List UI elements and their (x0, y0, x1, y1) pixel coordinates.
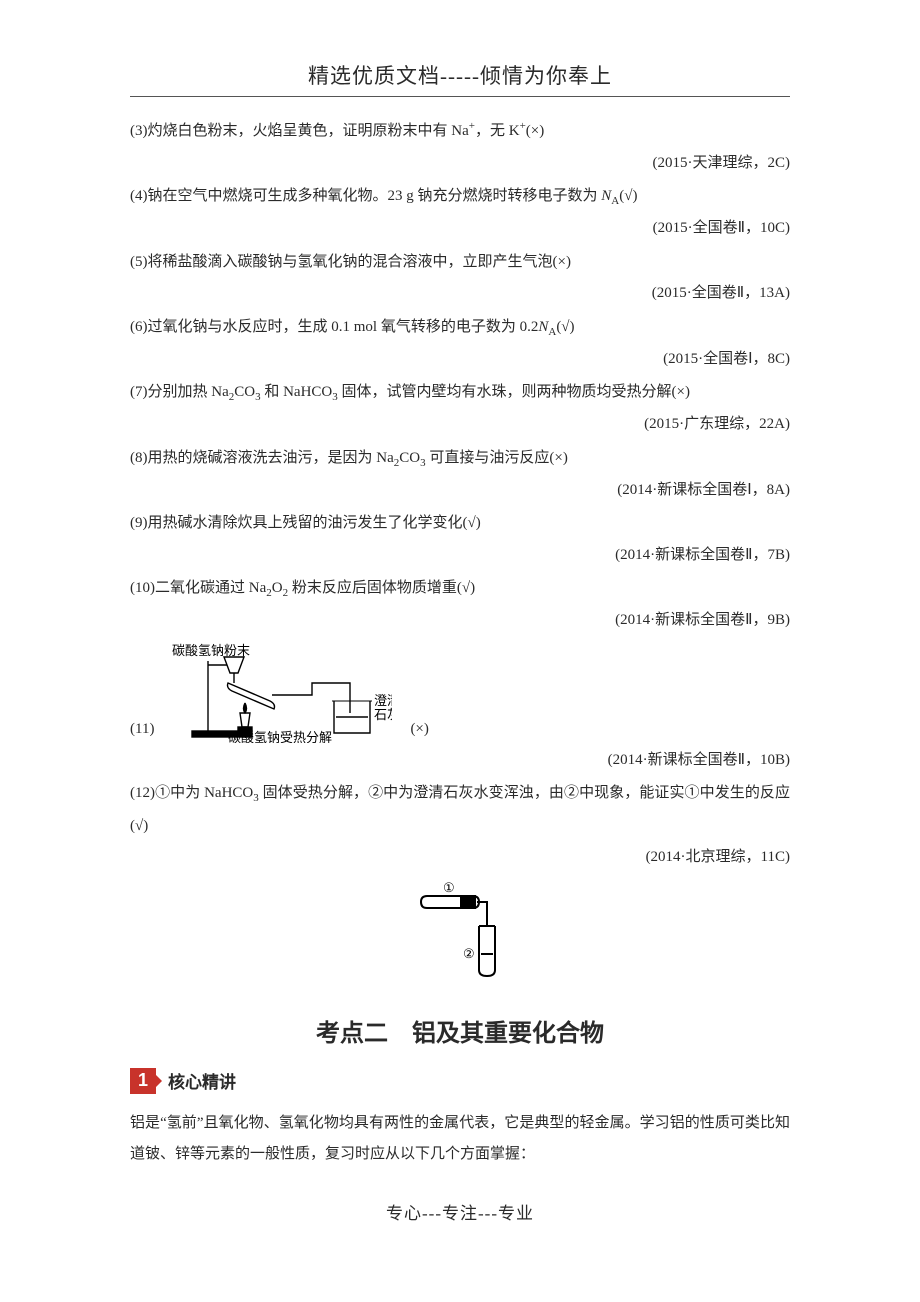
item-12-figure: ① ② (130, 882, 790, 987)
item-10: (10)二氧化碳通过 Na2O2 粉末反应后固体物质增重(√) (130, 573, 790, 605)
apparatus-figure-icon: 碳酸氢钠粉末 澄清 石灰水 碳酸氢钠受热分解 (162, 643, 392, 743)
item-3: (3)灼烧白色粉末，火焰呈黄色，证明原粉末中有 Na+，无 K+(×) (130, 115, 790, 148)
item-num: (8) (130, 450, 148, 466)
item-num: (4) (130, 188, 148, 204)
page: 精选优质文档-----倾情为你奉上 (3)灼烧白色粉末，火焰呈黄色，证明原粉末中… (0, 0, 920, 1302)
fig-label-limewater-2: 石灰水 (374, 707, 392, 722)
item-4-source: (2015·全国卷Ⅱ，10C) (130, 213, 790, 245)
badge-number-icon: 1 (130, 1068, 156, 1094)
badge-label: 核心精讲 (168, 1068, 236, 1093)
item-num: (9) (130, 515, 148, 531)
fig-label-limewater-1: 澄清 (374, 693, 392, 708)
item-11-source: (2014·新课标全国卷Ⅱ，10B) (130, 745, 790, 777)
item-12: (12)①中为 NaHCO3 固体受热分解，②中为澄清石灰水变浑浊，由②中现象，… (130, 778, 790, 842)
item-mark: (×) (553, 254, 571, 270)
item-4: (4)钠在空气中燃烧可生成多种氧化物。23 g 钠充分燃烧时转移电子数为 NA(… (130, 181, 790, 213)
item-mark: (×) (672, 384, 690, 400)
item-11: (11) (130, 643, 790, 743)
item-num: (3) (130, 123, 148, 139)
item-text: 钠在空气中燃烧可生成多种氧化物。23 g 钠充分燃烧时转移电子数为 NA (148, 188, 620, 204)
item-num: (5) (130, 254, 148, 270)
item-text: ①中为 NaHCO3 固体受热分解，②中为澄清石灰水变浑浊，由②中现象，能证实①… (155, 785, 790, 801)
item-num: (12) (130, 785, 155, 801)
section-2-title: 考点二 铝及其重要化合物 (130, 1013, 790, 1048)
fig-label-1: ① (443, 882, 455, 895)
item-mark: (×) (549, 450, 567, 466)
page-footer: 专心---专注---专业 (130, 1199, 790, 1224)
item-8-source: (2014·新课标全国卷Ⅰ，8A) (130, 475, 790, 507)
item-text: 二氧化碳通过 Na2O2 粉末反应后固体物质增重 (155, 580, 457, 596)
item-mark: (√) (619, 188, 637, 204)
item-num: (10) (130, 580, 155, 596)
item-mark: (√) (556, 319, 574, 335)
page-header: 精选优质文档-----倾情为你奉上 (130, 60, 790, 97)
item-9: (9)用热碱水清除炊具上残留的油污发生了化学变化(√) (130, 508, 790, 540)
item-mark: (√) (457, 580, 475, 596)
fig-caption: 碳酸氢钠受热分解 (228, 730, 332, 743)
item-3-source: (2015·天津理综，2C) (130, 148, 790, 180)
item-8: (8)用热的烧碱溶液洗去油污，是因为 Na2CO3 可直接与油污反应(×) (130, 443, 790, 475)
item-9-source: (2014·新课标全国卷Ⅱ，7B) (130, 540, 790, 572)
item-mark: (×) (526, 123, 544, 139)
tube-apparatus-icon: ① ② (415, 882, 505, 982)
item-text: 将稀盐酸滴入碳酸钠与氢氧化钠的混合溶液中，立即产生气泡 (148, 254, 553, 270)
question-list: (3)灼烧白色粉末，火焰呈黄色，证明原粉末中有 Na+，无 K+(×) (201… (130, 115, 790, 637)
section-2-paragraph: 铝是“氢前”且氧化物、氢氧化物均具有两性的金属代表，它是典型的轻金属。学习铝的性… (130, 1108, 790, 1171)
item-text: 过氧化钠与水反应时，生成 0.1 mol 氧气转移的电子数为 0.2NA (148, 319, 557, 335)
item-5-source: (2015·全国卷Ⅱ，13A) (130, 278, 790, 310)
item-mark: (√) (130, 818, 148, 834)
item-num: (6) (130, 319, 148, 335)
fig-label-powder: 碳酸氢钠粉末 (172, 643, 250, 658)
item-mark: (√) (463, 515, 481, 531)
item-10-source: (2014·新课标全国卷Ⅱ，9B) (130, 605, 790, 637)
item-7-source: (2015·广东理综，22A) (130, 409, 790, 441)
item-text: 用热碱水清除炊具上残留的油污发生了化学变化 (148, 515, 463, 531)
item-7: (7)分别加热 Na2CO3 和 NaHCO3 固体，试管内壁均有水珠，则两种物… (130, 377, 790, 409)
item-num: (7) (130, 384, 148, 400)
core-lecture-heading: 1 核心精讲 (130, 1068, 790, 1094)
item-5: (5)将稀盐酸滴入碳酸钠与氢氧化钠的混合溶液中，立即产生气泡(×) (130, 247, 790, 279)
item-text: 用热的烧碱溶液洗去油污，是因为 Na2CO3 可直接与油污反应 (148, 450, 550, 466)
item-6: (6)过氧化钠与水反应时，生成 0.1 mol 氧气转移的电子数为 0.2NA(… (130, 312, 790, 344)
item-mark: (×) (410, 722, 428, 743)
item-text: 灼烧白色粉末，火焰呈黄色，证明原粉末中有 Na+，无 K+ (148, 123, 526, 139)
item-6-source: (2015·全国卷Ⅰ，8C) (130, 344, 790, 376)
item-12-source: (2014·北京理综，11C) (130, 842, 790, 874)
item-text: 分别加热 Na2CO3 和 NaHCO3 固体，试管内壁均有水珠，则两种物质均受… (148, 384, 672, 400)
fig-label-2: ② (463, 946, 475, 961)
item-num: (11) (130, 722, 154, 743)
